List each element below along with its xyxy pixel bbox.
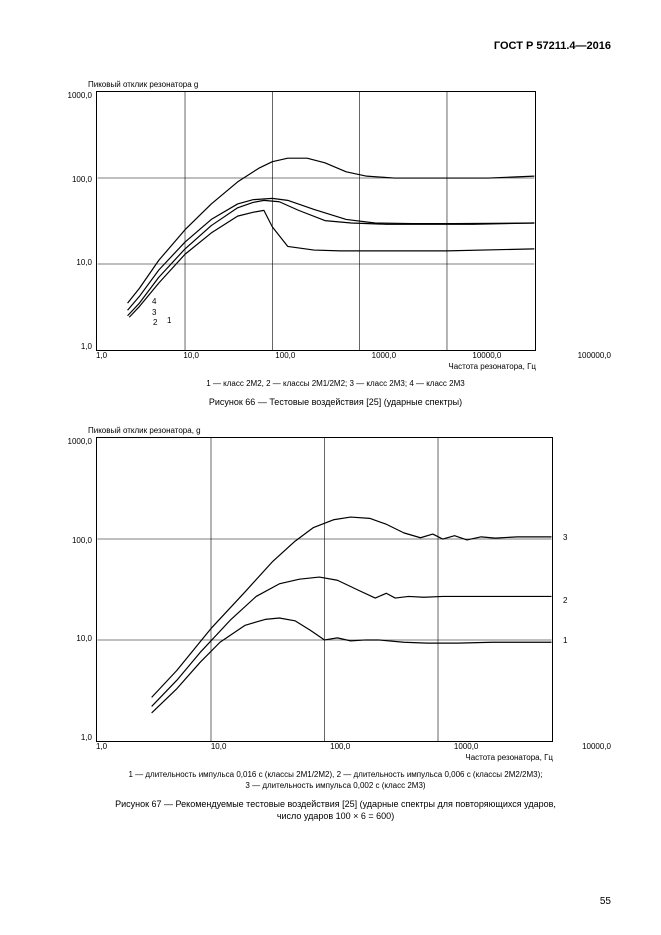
- tick-label: 1000,0: [68, 437, 92, 446]
- tick-label: 100,0: [72, 536, 92, 545]
- tick-label: 100,0: [72, 175, 92, 184]
- tick-label: 1000,0: [454, 742, 478, 751]
- tick-label: 10,0: [211, 742, 227, 751]
- tick-label: 1,0: [96, 742, 107, 751]
- tick-label: 10000,0: [472, 351, 501, 360]
- chart66-x-ticks: 1,0 10,0 100,0 1000,0 10000,0 100000,0: [96, 351, 611, 360]
- document-header: ГОСТ Р 57211.4—2016: [60, 40, 611, 52]
- chart66-plot: 1 23 4: [96, 91, 536, 351]
- tick-label: 1000,0: [372, 351, 396, 360]
- series-label: 4: [152, 297, 156, 306]
- tick-label: 1,0: [81, 342, 92, 351]
- chart67-y-label: Пиковый отклик резонатора, g: [88, 426, 611, 435]
- chart66-legend: 1 — класс 2М2, 2 — классы 2М1/2М2; 3 — к…: [60, 379, 611, 390]
- tick-label: 10,0: [76, 258, 92, 267]
- chart67-legend-line1: 1 — длительность импульса 0,016 с (класс…: [128, 770, 542, 779]
- chart67-x-ticks: 1,0 10,0 100,0 1000,0 10000,0: [96, 742, 611, 751]
- chart67-caption-line2: число ударов 100 × 6 = 600): [277, 811, 394, 821]
- chart66-caption: Рисунок 66 — Тестовые воздействия [25] (…: [60, 396, 611, 408]
- series-label: 3: [563, 533, 567, 542]
- chart66-y-label: Пиковый отклик резонатора g: [88, 80, 611, 89]
- series-label: 1: [563, 636, 567, 645]
- series-label: 2: [153, 318, 157, 327]
- tick-label: 1000,0: [68, 91, 92, 100]
- tick-label: 10,0: [76, 634, 92, 643]
- chart67-legend-line2: 3 — длительность импульса 0,002 с (класс…: [245, 781, 425, 790]
- tick-label: 100,0: [275, 351, 295, 360]
- chart67-legend: 1 — длительность импульса 0,016 с (класс…: [60, 770, 611, 792]
- tick-label: 10000,0: [582, 742, 611, 751]
- chart66-y-ticks: 1000,0 100,0 10,0 1,0: [60, 91, 96, 351]
- chart66-x-label: Частота резонатора, Гц: [96, 362, 536, 371]
- chart67-plot: 123: [96, 437, 553, 742]
- tick-label: 100000,0: [578, 351, 611, 360]
- tick-label: 10,0: [183, 351, 199, 360]
- figure-67: Пиковый отклик резонатора, g 1000,0 100,0…: [60, 426, 611, 822]
- chart67-y-ticks: 1000,0 100,0 10,0 1,0: [60, 437, 96, 742]
- series-label: 1: [167, 316, 171, 325]
- tick-label: 1,0: [96, 351, 107, 360]
- chart67-caption-line1: Рисунок 67 — Рекомендуемые тестовые возд…: [115, 799, 556, 809]
- tick-label: 1,0: [81, 733, 92, 742]
- chart67-x-label: Частота резонатора, Гц: [96, 753, 553, 762]
- figure-66: Пиковый отклик резонатора g 1000,0100,01…: [60, 80, 611, 408]
- page-number: 55: [600, 896, 611, 907]
- chart67-caption: Рисунок 67 — Рекомендуемые тестовые возд…: [60, 798, 611, 822]
- tick-label: 100,0: [330, 742, 350, 751]
- series-label: 2: [563, 596, 567, 605]
- series-label: 3: [152, 308, 156, 317]
